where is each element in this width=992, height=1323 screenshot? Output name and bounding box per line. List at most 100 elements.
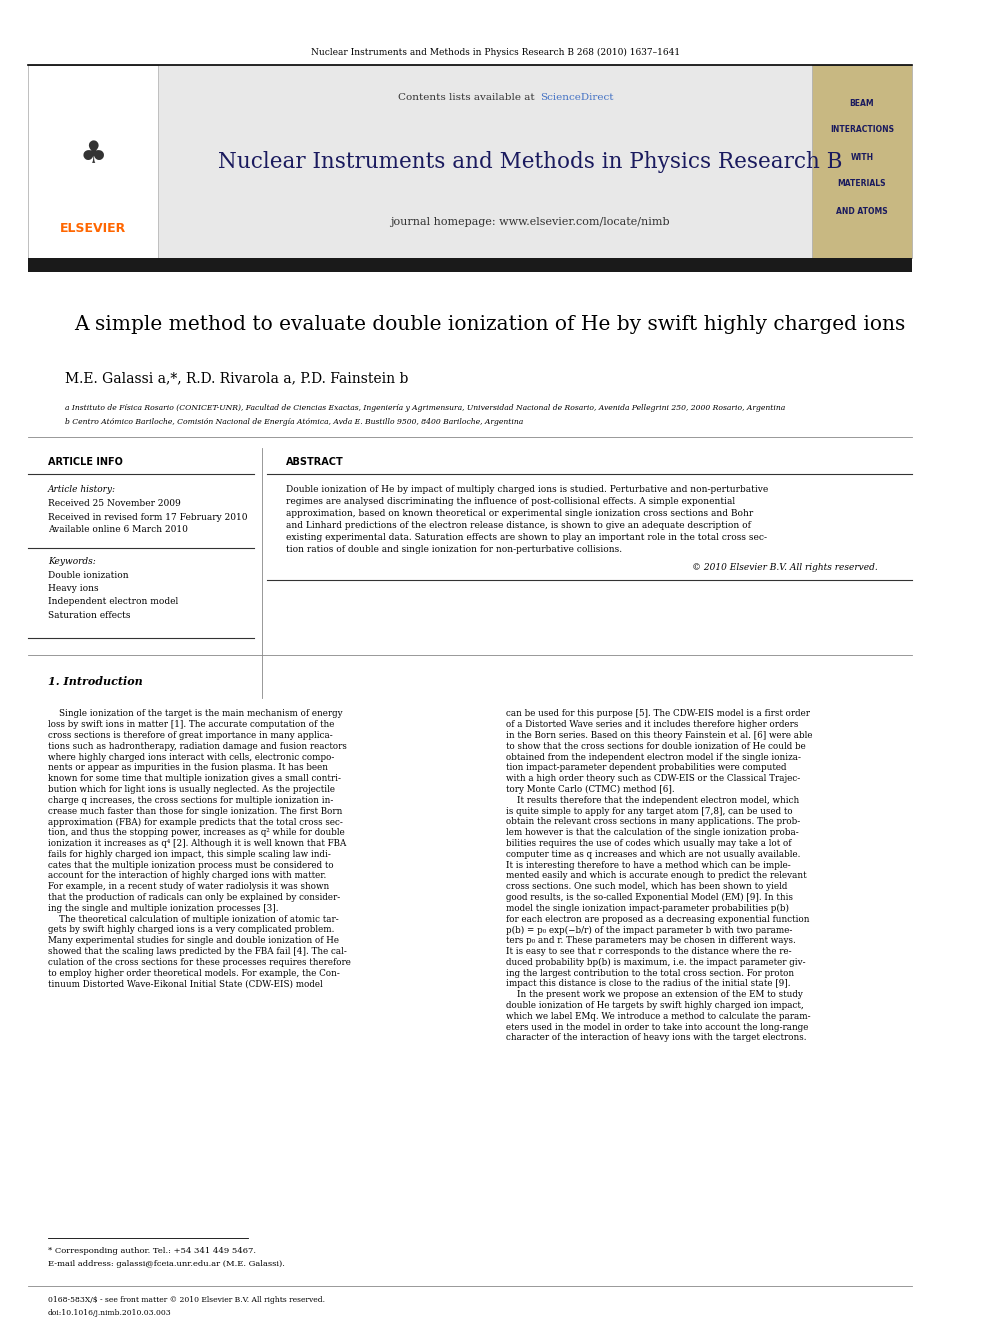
Text: crease much faster than those for single ionization. The first Born: crease much faster than those for single… [48, 807, 342, 816]
Text: Single ionization of the target is the main mechanism of energy: Single ionization of the target is the m… [48, 709, 342, 718]
Text: in the Born series. Based on this theory Fainstein et al. [6] were able: in the Born series. Based on this theory… [506, 732, 812, 740]
Text: and Linhard predictions of the electron release distance, is shown to give an ad: and Linhard predictions of the electron … [286, 521, 751, 531]
Text: for each electron are proposed as a decreasing exponential function: for each electron are proposed as a decr… [506, 914, 809, 923]
Text: Available online 6 March 2010: Available online 6 March 2010 [48, 525, 187, 534]
Text: 1. Introduction: 1. Introduction [48, 676, 143, 688]
Text: ionization it increases as q⁴ [2]. Although it is well known that FBA: ionization it increases as q⁴ [2]. Altho… [48, 839, 346, 848]
Text: MATERIALS: MATERIALS [838, 180, 886, 188]
Text: known for some time that multiple ionization gives a small contri-: known for some time that multiple ioniza… [48, 774, 341, 783]
Text: AND ATOMS: AND ATOMS [836, 206, 888, 216]
Text: impact this distance is close to the radius of the initial state [9].: impact this distance is close to the rad… [506, 979, 791, 988]
Text: © 2010 Elsevier B.V. All rights reserved.: © 2010 Elsevier B.V. All rights reserved… [692, 562, 878, 572]
Text: gets by swift highly charged ions is a very complicated problem.: gets by swift highly charged ions is a v… [48, 926, 334, 934]
Text: Heavy ions: Heavy ions [48, 585, 98, 594]
Text: bution which for light ions is usually neglected. As the projectile: bution which for light ions is usually n… [48, 785, 335, 794]
Text: to employ higher order theoretical models. For example, the Con-: to employ higher order theoretical model… [48, 968, 340, 978]
Text: eters used in the model in order to take into account the long-range: eters used in the model in order to take… [506, 1023, 808, 1032]
Text: tion ratios of double and single ionization for non-perturbative collisions.: tion ratios of double and single ionizat… [286, 545, 622, 553]
Bar [28, 258, 912, 273]
Text: p(b) = p₀ exp(−b/r) of the impact parameter b with two parame-: p(b) = p₀ exp(−b/r) of the impact parame… [506, 925, 793, 934]
Text: ELSEVIER: ELSEVIER [60, 221, 126, 234]
Bar [28, 65, 158, 258]
Text: INTERACTIONS: INTERACTIONS [830, 126, 894, 135]
Text: ♣: ♣ [79, 140, 107, 169]
Text: which we label EMq. We introduce a method to calculate the param-: which we label EMq. We introduce a metho… [506, 1012, 810, 1021]
Text: The theoretical calculation of multiple ionization of atomic tar-: The theoretical calculation of multiple … [48, 914, 338, 923]
Text: Article history:: Article history: [48, 486, 116, 495]
Text: * Corresponding author. Tel.: +54 341 449 5467.: * Corresponding author. Tel.: +54 341 44… [48, 1248, 256, 1256]
Text: E-mail address: galassi@fceia.unr.edu.ar (M.E. Galassi).: E-mail address: galassi@fceia.unr.edu.ar… [48, 1259, 285, 1267]
Text: ing the largest contribution to the total cross section. For proton: ing the largest contribution to the tota… [506, 968, 795, 978]
Text: Received 25 November 2009: Received 25 November 2009 [48, 500, 181, 508]
Text: Saturation effects: Saturation effects [48, 610, 131, 619]
Text: ing the single and multiple ionization processes [3].: ing the single and multiple ionization p… [48, 904, 279, 913]
Text: tion impact-parameter dependent probabilities were computed: tion impact-parameter dependent probabil… [506, 763, 787, 773]
Text: a Instituto de Física Rosario (CONICET-UNR), Facultad de Ciencias Exactas, Ingen: a Instituto de Física Rosario (CONICET-U… [65, 404, 786, 411]
Text: tions such as hadrontherapy, radiation damage and fusion reactors: tions such as hadrontherapy, radiation d… [48, 742, 347, 751]
Text: mented easily and which is accurate enough to predict the relevant: mented easily and which is accurate enou… [506, 872, 806, 881]
Text: Independent electron model: Independent electron model [48, 598, 179, 606]
Text: Many experimental studies for single and double ionization of He: Many experimental studies for single and… [48, 937, 339, 946]
Text: approximation, based on known theoretical or experimental single ionization cros: approximation, based on known theoretica… [286, 509, 753, 519]
Text: doi:10.1016/j.nimb.2010.03.003: doi:10.1016/j.nimb.2010.03.003 [48, 1308, 172, 1316]
Text: loss by swift ions in matter [1]. The accurate computation of the: loss by swift ions in matter [1]. The ac… [48, 720, 334, 729]
Text: Contents lists available at: Contents lists available at [398, 94, 538, 102]
Text: WITH: WITH [850, 152, 874, 161]
Text: charge q increases, the cross sections for multiple ionization in-: charge q increases, the cross sections f… [48, 796, 333, 804]
Bar [28, 65, 912, 258]
Text: Nuclear Instruments and Methods in Physics Research B 268 (2010) 1637–1641: Nuclear Instruments and Methods in Physi… [311, 48, 681, 57]
Text: Double ionization of He by impact of multiply charged ions is studied. Perturbat: Double ionization of He by impact of mul… [286, 486, 768, 495]
Text: Received in revised form 17 February 2010: Received in revised form 17 February 201… [48, 512, 247, 521]
Text: can be used for this purpose [5]. The CDW-EIS model is a first order: can be used for this purpose [5]. The CD… [506, 709, 810, 718]
Text: to show that the cross sections for double ionization of He could be: to show that the cross sections for doub… [506, 742, 806, 751]
Text: lem however is that the calculation of the single ionization proba-: lem however is that the calculation of t… [506, 828, 799, 837]
Text: where highly charged ions interact with cells, electronic compo-: where highly charged ions interact with … [48, 753, 334, 762]
Text: ABSTRACT: ABSTRACT [286, 456, 344, 467]
Text: fails for highly charged ion impact, this simple scaling law indi-: fails for highly charged ion impact, thi… [48, 849, 331, 859]
Text: BEAM: BEAM [850, 98, 874, 107]
Text: of a Distorted Wave series and it includes therefore higher orders: of a Distorted Wave series and it includ… [506, 720, 799, 729]
Text: Double ionization: Double ionization [48, 572, 129, 581]
Text: cross sections. One such model, which has been shown to yield: cross sections. One such model, which ha… [506, 882, 788, 892]
Text: good results, is the so-called Exponential Model (EM) [9]. In this: good results, is the so-called Exponenti… [506, 893, 793, 902]
Text: showed that the scaling laws predicted by the FBA fail [4]. The cal-: showed that the scaling laws predicted b… [48, 947, 347, 957]
Text: cross sections is therefore of great importance in many applica-: cross sections is therefore of great imp… [48, 732, 332, 740]
Text: nents or appear as impurities in the fusion plasma. It has been: nents or appear as impurities in the fus… [48, 763, 328, 773]
Text: obtained from the independent electron model if the single ioniza-: obtained from the independent electron m… [506, 753, 801, 762]
Text: character of the interaction of heavy ions with the target electrons.: character of the interaction of heavy io… [506, 1033, 806, 1043]
Text: Keywords:: Keywords: [48, 557, 96, 566]
Text: It is easy to see that r corresponds to the distance where the re-: It is easy to see that r corresponds to … [506, 947, 792, 957]
Text: cates that the multiple ionization process must be considered to: cates that the multiple ionization proce… [48, 861, 333, 869]
Text: tinuum Distorted Wave-Eikonal Initial State (CDW-EIS) model: tinuum Distorted Wave-Eikonal Initial St… [48, 979, 322, 988]
Text: account for the interaction of highly charged ions with matter.: account for the interaction of highly ch… [48, 872, 326, 881]
Bar [812, 65, 912, 258]
Text: In the present work we propose an extension of the EM to study: In the present work we propose an extens… [506, 991, 803, 999]
Text: bilities requires the use of codes which usually may take a lot of: bilities requires the use of codes which… [506, 839, 792, 848]
Text: approximation (FBA) for example predicts that the total cross sec-: approximation (FBA) for example predicts… [48, 818, 343, 827]
Text: that the production of radicals can only be explained by consider-: that the production of radicals can only… [48, 893, 340, 902]
Text: computer time as q increases and which are not usually available.: computer time as q increases and which a… [506, 849, 801, 859]
Text: It results therefore that the independent electron model, which: It results therefore that the independen… [506, 796, 800, 804]
Text: double ionization of He targets by swift highly charged ion impact,: double ionization of He targets by swift… [506, 1002, 804, 1009]
Text: duced probability bp(b) is maximum, i.e. the impact parameter giv-: duced probability bp(b) is maximum, i.e.… [506, 958, 806, 967]
Text: journal homepage: www.elsevier.com/locate/nimb: journal homepage: www.elsevier.com/locat… [390, 217, 670, 228]
Text: b Centro Atómico Bariloche, Comisión Nacional de Energía Atómica, Avda E. Bustil: b Centro Atómico Bariloche, Comisión Nac… [65, 418, 523, 426]
Text: It is interesting therefore to have a method which can be imple-: It is interesting therefore to have a me… [506, 861, 791, 869]
Text: ARTICLE INFO: ARTICLE INFO [48, 456, 123, 467]
Text: obtain the relevant cross sections in many applications. The prob-: obtain the relevant cross sections in ma… [506, 818, 801, 827]
Text: ters p₀ and r. These parameters may be chosen in different ways.: ters p₀ and r. These parameters may be c… [506, 937, 796, 946]
Text: regimes are analysed discriminating the influence of post-collisional effects. A: regimes are analysed discriminating the … [286, 497, 735, 507]
Text: For example, in a recent study of water radiolysis it was shown: For example, in a recent study of water … [48, 882, 329, 892]
Text: ScienceDirect: ScienceDirect [540, 94, 613, 102]
Text: with a high order theory such as CDW-EIS or the Classical Trajec-: with a high order theory such as CDW-EIS… [506, 774, 801, 783]
Text: model the single ionization impact-parameter probabilities p(b): model the single ionization impact-param… [506, 904, 789, 913]
Text: existing experimental data. Saturation effects are shown to play an important ro: existing experimental data. Saturation e… [286, 533, 767, 541]
Text: is quite simple to apply for any target atom [7,8], can be used to: is quite simple to apply for any target … [506, 807, 793, 816]
Text: culation of the cross sections for these processes requires therefore: culation of the cross sections for these… [48, 958, 351, 967]
Text: A simple method to evaluate double ionization of He by swift highly charged ions: A simple method to evaluate double ioniz… [74, 315, 906, 335]
Text: tion, and thus the stopping power, increases as q² while for double: tion, and thus the stopping power, incre… [48, 828, 345, 837]
Text: 0168-583X/$ - see front matter © 2010 Elsevier B.V. All rights reserved.: 0168-583X/$ - see front matter © 2010 El… [48, 1297, 325, 1304]
Text: Nuclear Instruments and Methods in Physics Research B: Nuclear Instruments and Methods in Physi… [218, 151, 842, 173]
Text: M.E. Galassi a,*, R.D. Rivarola a, P.D. Fainstein b: M.E. Galassi a,*, R.D. Rivarola a, P.D. … [65, 370, 409, 385]
Text: tory Monte Carlo (CTMC) method [6].: tory Monte Carlo (CTMC) method [6]. [506, 785, 675, 794]
